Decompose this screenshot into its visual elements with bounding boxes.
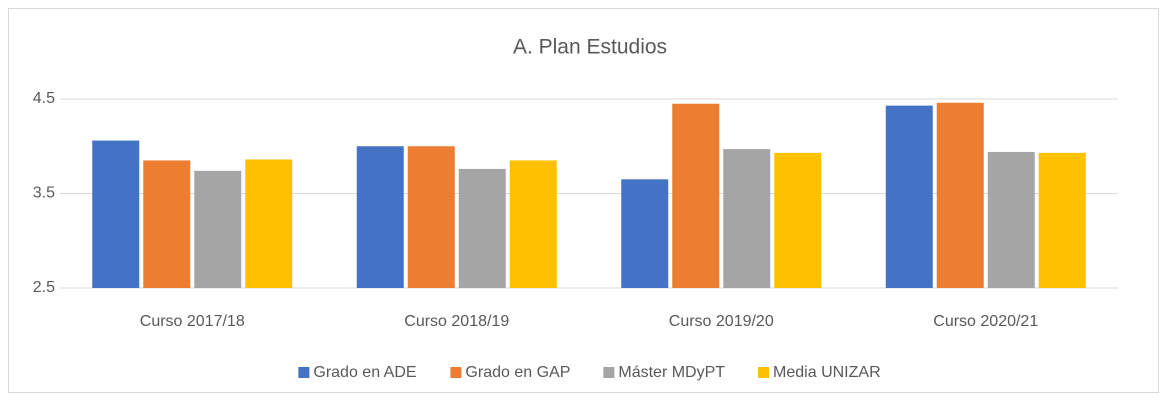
x-tick-label: Curso 2018/19: [404, 313, 509, 330]
legend-swatch: [450, 367, 462, 378]
y-tick-label: 2.5: [33, 279, 55, 296]
legend-label: Grado en ADE: [313, 364, 416, 381]
legend-swatch: [298, 367, 310, 378]
bar: [621, 179, 669, 288]
legend-label: Grado en GAP: [465, 364, 570, 381]
bar: [987, 151, 1035, 288]
x-tick-label: Curso 2017/18: [140, 313, 245, 330]
bar: [407, 146, 455, 288]
bar: [458, 168, 506, 288]
legend-swatch: [758, 367, 770, 378]
bar: [245, 159, 293, 288]
bar: [509, 160, 557, 288]
bar: [143, 160, 191, 288]
legend-label: Media UNIZAR: [773, 364, 881, 381]
x-tick-label: Curso 2020/21: [933, 313, 1038, 330]
bar: [936, 102, 984, 288]
legend-label: Máster MDyPT: [618, 364, 725, 381]
x-tick-label: Curso 2019/20: [669, 313, 774, 330]
bar: [774, 152, 822, 288]
bar: [885, 105, 933, 289]
legend-swatch: [603, 367, 615, 378]
bar: [723, 149, 771, 288]
bar: [1038, 152, 1086, 288]
y-tick-label: 3.5: [33, 185, 55, 202]
chart-title: A. Plan Estudios: [513, 36, 667, 59]
bar: [672, 103, 720, 288]
bar: [356, 146, 404, 288]
y-tick-label: 4.5: [33, 90, 55, 107]
bar: [194, 170, 242, 288]
bar: [92, 140, 140, 288]
